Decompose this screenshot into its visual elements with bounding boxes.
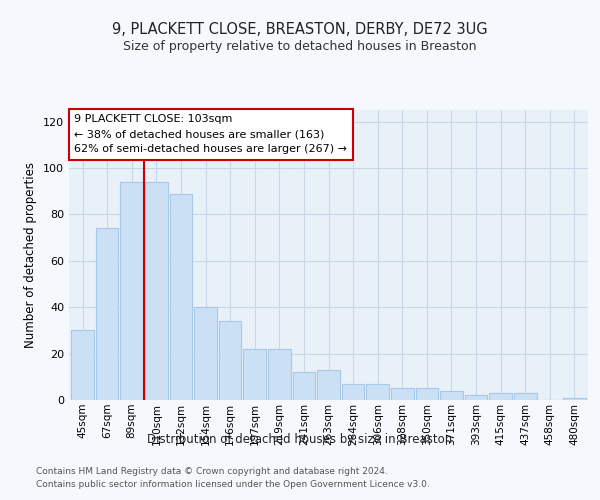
- Bar: [170, 194, 192, 400]
- Bar: [145, 182, 167, 400]
- Bar: [219, 321, 241, 400]
- Bar: [317, 370, 340, 400]
- Bar: [391, 388, 413, 400]
- Text: Contains public sector information licensed under the Open Government Licence v3: Contains public sector information licen…: [36, 480, 430, 489]
- Bar: [367, 384, 389, 400]
- Bar: [71, 330, 94, 400]
- Bar: [121, 182, 143, 400]
- Bar: [440, 390, 463, 400]
- Text: Distribution of detached houses by size in Breaston: Distribution of detached houses by size …: [148, 432, 452, 446]
- Text: Size of property relative to detached houses in Breaston: Size of property relative to detached ho…: [123, 40, 477, 53]
- Text: 9 PLACKETT CLOSE: 103sqm
← 38% of detached houses are smaller (163)
62% of semi-: 9 PLACKETT CLOSE: 103sqm ← 38% of detach…: [74, 114, 347, 154]
- Bar: [268, 349, 290, 400]
- Bar: [490, 393, 512, 400]
- Text: Contains HM Land Registry data © Crown copyright and database right 2024.: Contains HM Land Registry data © Crown c…: [36, 468, 388, 476]
- Bar: [96, 228, 118, 400]
- Text: 9, PLACKETT CLOSE, BREASTON, DERBY, DE72 3UG: 9, PLACKETT CLOSE, BREASTON, DERBY, DE72…: [112, 22, 488, 38]
- Bar: [465, 396, 487, 400]
- Bar: [244, 349, 266, 400]
- Bar: [416, 388, 438, 400]
- Bar: [514, 393, 536, 400]
- Y-axis label: Number of detached properties: Number of detached properties: [25, 162, 37, 348]
- Bar: [293, 372, 315, 400]
- Bar: [342, 384, 364, 400]
- Bar: [563, 398, 586, 400]
- Bar: [194, 307, 217, 400]
